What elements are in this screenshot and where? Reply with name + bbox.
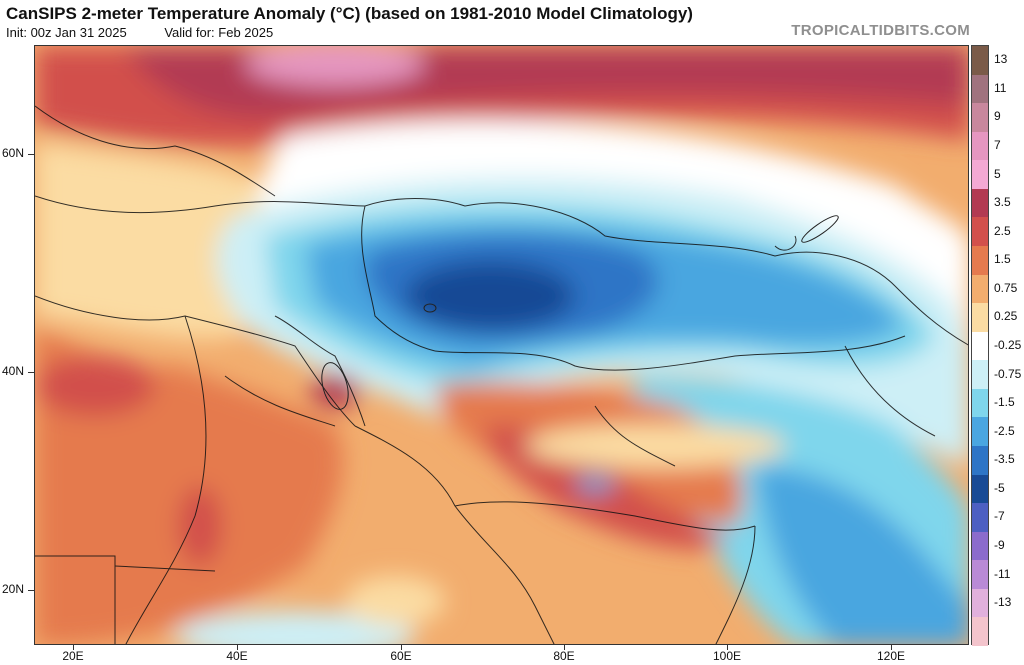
- colorbar-segment: [972, 474, 988, 504]
- colorbar-segment: [972, 103, 988, 133]
- lon-tick-80e: [564, 645, 565, 650]
- lon-label-120e: 120E: [876, 649, 906, 663]
- colorbar-segment: [972, 74, 988, 104]
- colorbar-segment: [972, 388, 988, 418]
- colorbar-segment: [972, 617, 988, 647]
- colorbar-label: -3.5: [994, 452, 1015, 467]
- lat-label-40n: 40N: [2, 364, 25, 378]
- map-subtitle: Init: 00z Jan 31 2025 Valid for: Feb 202…: [6, 25, 307, 40]
- colorbar: [971, 45, 989, 647]
- lon-tick-40e: [237, 645, 238, 650]
- colorbar-label: -13: [994, 595, 1012, 610]
- colorbar-label: 5: [994, 166, 1001, 181]
- lon-tick-100e: [727, 645, 728, 650]
- colorbar-segment: [972, 360, 988, 390]
- valid-time: Valid for: Feb 2025: [164, 25, 274, 40]
- lon-label-60e: 60E: [390, 649, 412, 663]
- init-time: Init: 00z Jan 31 2025: [6, 25, 127, 40]
- colorbar-segment: [972, 131, 988, 161]
- colorbar-label: -0.75: [994, 366, 1022, 381]
- colorbar-label: -7: [994, 509, 1005, 524]
- colorbar-segment: [972, 274, 988, 304]
- lat-tick-60: [28, 154, 34, 155]
- colorbar-label: -11: [994, 566, 1011, 581]
- colorbar-segment: [972, 588, 988, 618]
- lon-label-100e: 100E: [712, 649, 742, 663]
- colorbar-label: 9: [994, 109, 1001, 124]
- field-smooth: [35, 46, 968, 644]
- brand-watermark[interactable]: TROPICALTIDBITS.COM: [791, 22, 970, 39]
- colorbar-segment: [972, 446, 988, 476]
- colorbar-label: 7: [994, 138, 1001, 152]
- colorbar-segment: [972, 331, 988, 361]
- colorbar-segment: [972, 217, 988, 247]
- colorbar-segment: [972, 417, 988, 447]
- colorbar-label: 0.75: [994, 280, 1018, 295]
- lat-label-60n: 60N: [2, 146, 25, 160]
- lon-tick-60e: [401, 645, 402, 650]
- colorbar-label: 0.25: [994, 309, 1018, 324]
- colorbar-label: 2.5: [994, 223, 1011, 238]
- lat-tick-40: [28, 372, 34, 373]
- colorbar-label: -5: [994, 480, 1005, 495]
- colorbar-label: 11: [994, 80, 1007, 95]
- lat-tick-20: [28, 590, 34, 591]
- anomaly-map: [34, 45, 969, 645]
- colorbar-segment: [972, 303, 988, 333]
- colorbar-segment: [972, 246, 988, 276]
- colorbar-label: 3.5: [994, 195, 1011, 210]
- colorbar-label: -9: [994, 538, 1005, 552]
- colorbar-segment: [972, 160, 988, 190]
- colorbar-label: -0.25: [994, 338, 1022, 352]
- colorbar-segment: [972, 188, 988, 218]
- colorbar-segment: [972, 560, 988, 590]
- lon-label-40e: 40E: [226, 649, 248, 663]
- lat-label-20n: 20N: [2, 582, 25, 596]
- colorbar-segment: [972, 46, 988, 76]
- colorbar-label: -1.5: [994, 395, 1015, 410]
- lakes: [321, 215, 839, 410]
- colorbar-label: 13: [994, 52, 1008, 67]
- lon-tick-120e: [891, 645, 892, 650]
- map-title: CanSIPS 2-meter Temperature Anomaly (°C)…: [6, 4, 693, 23]
- lon-label-20e: 20E: [62, 649, 84, 663]
- lon-label-80e: 80E: [553, 649, 575, 663]
- colorbar-segment: [972, 503, 988, 533]
- colorbar-segment: [972, 531, 988, 561]
- colorbar-label: 1.5: [994, 252, 1011, 267]
- anomaly-field: [35, 46, 968, 644]
- lon-tick-20e: [73, 645, 74, 650]
- colorbar-label: -2.5: [994, 423, 1015, 438]
